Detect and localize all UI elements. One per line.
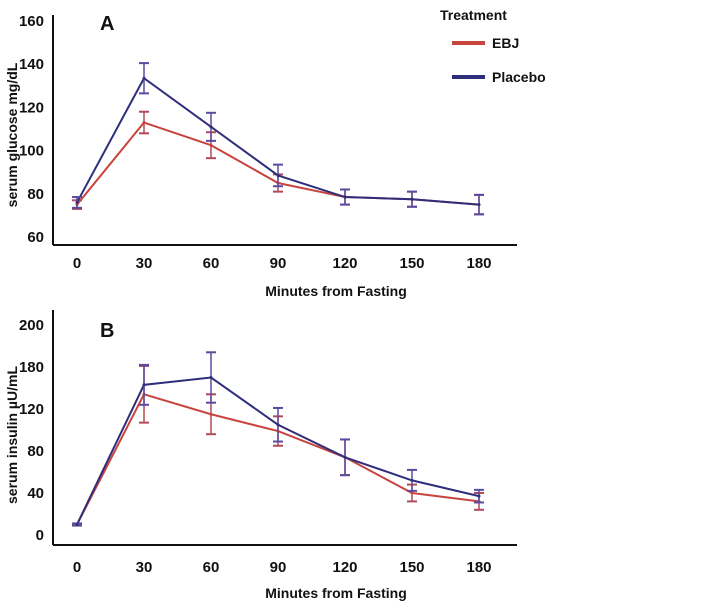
legend-title: Treatment: [440, 7, 507, 23]
series-line-placebo: [76, 376, 480, 525]
data-point: [343, 195, 347, 199]
data-point: [209, 125, 213, 129]
data-point: [75, 200, 79, 204]
x-tick-label: 30: [136, 559, 153, 576]
data-point: [209, 376, 213, 379]
x-tick-label: 0: [73, 255, 81, 272]
data-point: [410, 491, 414, 495]
data-point: [276, 173, 280, 177]
x-axis-label-a: Minutes from Fasting: [265, 283, 407, 299]
y-tick-label: 120: [19, 99, 44, 116]
y-tick-label: 40: [27, 485, 44, 502]
x-tick-label: 180: [466, 559, 491, 576]
data-point: [477, 203, 481, 207]
panel-label-b: B: [100, 320, 114, 342]
data-point: [477, 494, 481, 498]
y-tick-label: 120: [19, 401, 44, 418]
x-axis-label-b: Minutes from Fasting: [265, 585, 407, 601]
x-tick-label: 150: [399, 255, 424, 272]
y-axis-label-a: serum glucose mg/dL: [4, 62, 20, 207]
y-tick-label: 80: [27, 443, 44, 460]
panel-label-a: A: [100, 13, 114, 35]
y-tick-label: 100: [19, 143, 44, 160]
x-tick-label: 60: [203, 255, 220, 272]
data-point: [410, 197, 414, 201]
x-tick-label: 150: [399, 559, 424, 576]
y-tick-label: 160: [19, 13, 44, 30]
x-tick-label: 90: [270, 559, 287, 576]
y-tick-label: 200: [19, 317, 44, 334]
data-point: [142, 383, 146, 387]
panel-a: 160 140 120 100 80 60 0 30 60 90 120 150 180: [19, 13, 517, 272]
x-tick-label: 90: [270, 255, 287, 272]
data-point: [75, 523, 79, 526]
x-tick-label: 30: [136, 255, 153, 272]
x-tick-label: 120: [332, 255, 357, 272]
y-axis-label-b: serum insulin µU/mL: [4, 366, 20, 504]
data-point: [343, 455, 347, 459]
y-tick-label: 60: [27, 229, 44, 246]
x-tick-label: 60: [203, 559, 220, 576]
x-tick-label: 0: [73, 559, 81, 576]
legend-label-placebo: Placebo: [492, 69, 546, 85]
panel-b: 200 180 120 80 40 0 0 30 60 90 120 150 180: [19, 310, 517, 576]
y-tick-label: 180: [19, 359, 44, 376]
y-tick-label: 140: [19, 56, 44, 73]
x-tick-label: 180: [466, 255, 491, 272]
legend-label-ebj: EBJ: [492, 35, 519, 51]
data-point: [276, 423, 280, 427]
y-tick-label: 80: [27, 186, 44, 203]
legend: Treatment EBJ Placebo: [440, 7, 546, 85]
data-point: [142, 121, 146, 125]
x-tick-label: 120: [332, 559, 357, 576]
data-point: [142, 76, 146, 80]
y-tick-label: 0: [36, 527, 44, 544]
data-point: [209, 143, 213, 147]
data-point: [410, 478, 414, 482]
data-point: [209, 412, 213, 416]
